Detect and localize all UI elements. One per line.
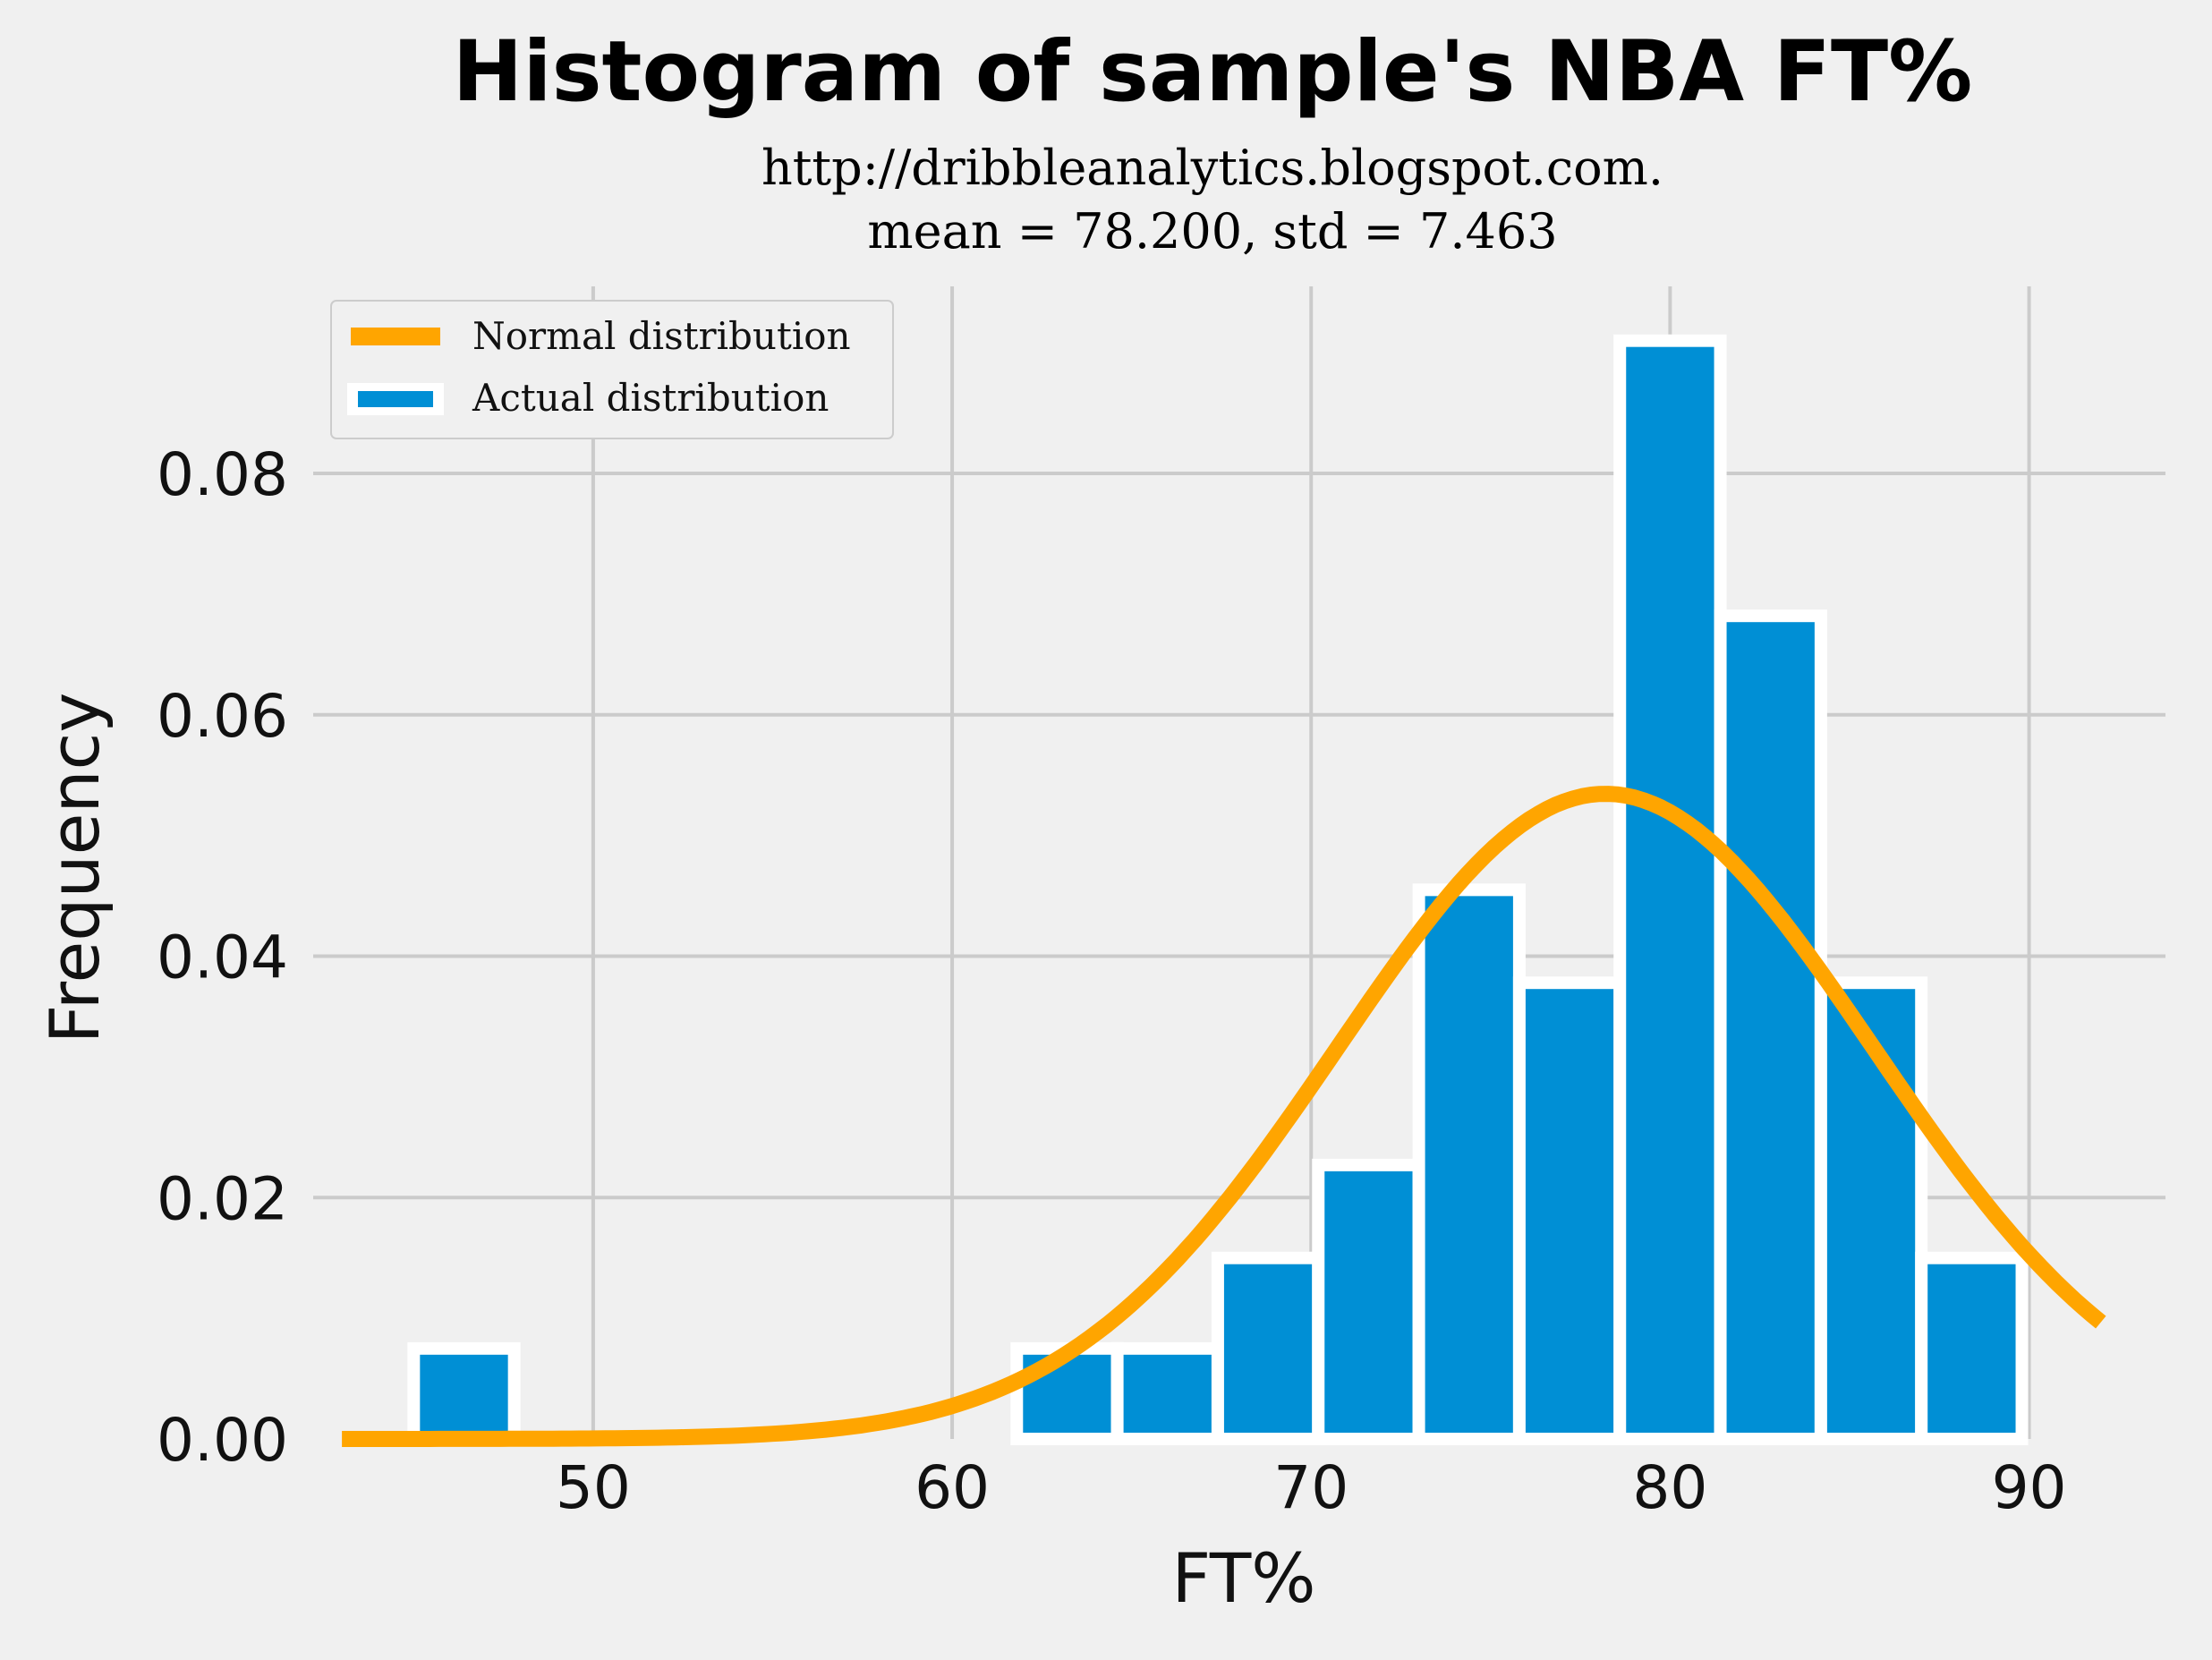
legend: Normal distribution Actual distribution (330, 300, 894, 439)
histogram-bar (1915, 1251, 2029, 1445)
y-tick-label: 0.02 (157, 1164, 288, 1233)
y-tick-label: 0.00 (157, 1406, 288, 1475)
axis-ticks: 50 60 70 80 90 0.00 0.02 0.04 0.06 0.08 (157, 440, 2067, 1522)
x-axis-label: FT% (1171, 1538, 1315, 1618)
y-axis-label: Frequency (35, 693, 115, 1044)
histogram-bar (1312, 1158, 1425, 1446)
legend-swatch-actual-fill (358, 391, 433, 407)
x-tick-label: 50 (556, 1453, 631, 1522)
histogram-bar (1412, 883, 1526, 1445)
chart-subtitle-url: http://dribbleanalytics.blogspot.com. (761, 140, 1663, 196)
x-tick-label: 70 (1273, 1453, 1348, 1522)
y-tick-label: 0.08 (157, 440, 288, 509)
legend-label-normal: Normal distribution (472, 314, 851, 358)
normal-curve (342, 786, 2106, 1447)
histogram-bar (1211, 1251, 1325, 1445)
x-tick-label: 90 (1992, 1453, 2067, 1522)
histogram-bars (407, 334, 2029, 1446)
x-tick-label: 80 (1632, 1453, 1707, 1522)
histogram-bar (1110, 1341, 1224, 1445)
chart-title: Histogram of sample's NBA FT% (453, 23, 1973, 121)
histogram-bar (1714, 609, 1827, 1445)
y-tick-label: 0.04 (157, 924, 288, 992)
legend-box (330, 300, 894, 439)
histogram-bar (1512, 976, 1627, 1446)
legend-label-actual: Actual distribution (472, 376, 829, 420)
histogram-bar (407, 1341, 521, 1445)
legend-swatch-normal (351, 328, 440, 345)
normal-distribution-line (342, 786, 2106, 1447)
chart-subtitle-stats: mean = 78.200, std = 7.463 (867, 203, 1557, 260)
histogram-bar (1613, 334, 1727, 1446)
x-tick-label: 60 (915, 1453, 990, 1522)
y-tick-label: 0.06 (157, 682, 288, 751)
histogram-bar (1814, 976, 1928, 1446)
